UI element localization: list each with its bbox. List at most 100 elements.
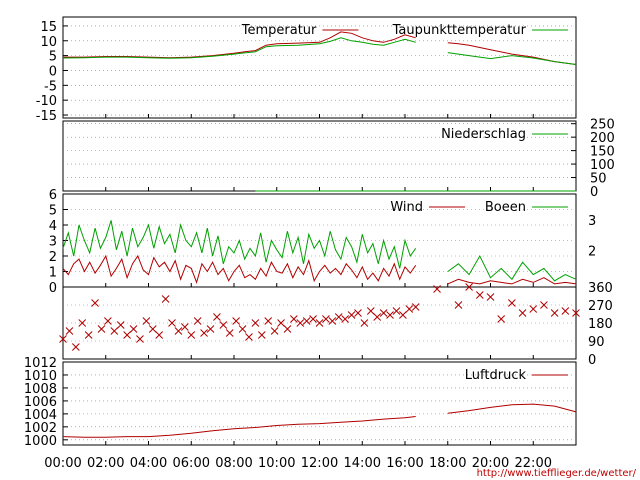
y2-tick-label: 270 — [588, 299, 613, 314]
wind-direction-point — [123, 331, 131, 339]
wind-direction-point — [411, 303, 420, 311]
y2-tick-label: 90 — [588, 335, 605, 350]
wind-direction-point — [296, 319, 305, 327]
x-tick-label: 02:00 — [87, 456, 124, 471]
x-tick-label: 16:00 — [386, 456, 423, 471]
x-tick-label: 08:00 — [215, 456, 252, 471]
wind-direction-point — [161, 295, 170, 303]
wind-direction-point — [245, 333, 253, 341]
y-tick-label: 4 — [49, 219, 57, 234]
y-tick-label: -5 — [44, 79, 57, 94]
wind-direction-point — [129, 325, 138, 333]
wind-direction-point — [518, 309, 527, 317]
wind-direction-point — [78, 319, 87, 327]
wind-direction-point — [399, 311, 407, 319]
wind-direction-point — [142, 317, 151, 325]
y2-tick-label: 200 — [590, 131, 615, 146]
y2-tick-label: 0 — [588, 353, 596, 368]
wind-direction-point — [213, 313, 221, 321]
wind-direction-point — [116, 321, 125, 329]
y-tick-label: 5 — [49, 204, 57, 219]
wind-direction-point — [540, 301, 548, 309]
y-tick-label: -10 — [36, 94, 57, 109]
series-line-Luftdruck — [62, 403, 577, 438]
y2-tick-label: 250 — [590, 118, 615, 133]
wind-direction-point — [91, 299, 99, 307]
wind-direction-point — [206, 325, 215, 333]
wind-direction-point — [238, 325, 247, 333]
wind-direction-point — [315, 319, 324, 327]
legends: Taupunkttemperatur Temperatur Niederschlag… — [241, 23, 568, 383]
wind-direction-point — [386, 311, 394, 319]
legend-label-0: Temperatur — [241, 23, 317, 38]
y-tick-label: 2 — [49, 250, 57, 265]
series-line-Boeen — [62, 220, 577, 282]
y2-tick-label: 360 — [588, 281, 613, 296]
wind-direction-point — [405, 305, 414, 313]
wind-direction-point — [302, 317, 311, 325]
wind-direction-point — [155, 331, 164, 339]
y-tick-label: -15 — [36, 109, 57, 124]
wind-direction-point — [187, 331, 196, 339]
wind-direction-point — [454, 301, 463, 309]
wind-direction-point — [354, 309, 362, 317]
wind-direction-point — [71, 343, 80, 351]
legend-label-0: Luftdruck — [465, 368, 527, 383]
wind-direction-point — [550, 309, 559, 317]
y-tick-label: 1010 — [24, 369, 57, 384]
wind-direction-point — [168, 319, 176, 327]
y2-tick-label: 150 — [590, 145, 615, 160]
series-line-Taupunkttemperatur — [62, 37, 577, 65]
wind-direction-point — [373, 313, 382, 321]
wind-direction-point — [277, 319, 285, 327]
wind-direction-point — [110, 327, 119, 335]
y-tick-label: 3 — [49, 235, 57, 250]
wind-direction-point — [508, 299, 516, 307]
x-tick-label: 06:00 — [173, 456, 210, 471]
series-line-Wind — [62, 254, 577, 285]
wind-direction-point — [200, 329, 208, 337]
y-tick-label: 1000 — [24, 434, 57, 449]
y-tick-label: 1004 — [24, 408, 57, 423]
source-url[interactable]: http://www.tiefflieger.de/wetter/ — [477, 468, 637, 479]
wind-direction-point — [97, 325, 106, 333]
wind-direction-point — [283, 325, 292, 333]
wind-direction-point — [334, 313, 343, 321]
x-tick-label: 14:00 — [344, 456, 381, 471]
legend-label-0: Niederschlag — [441, 127, 526, 142]
wind-direction-point — [341, 315, 350, 323]
wind-direction-point — [465, 283, 473, 291]
wind-direction-point — [486, 293, 495, 301]
wind-direction-point — [360, 319, 369, 327]
data-marks — [59, 31, 580, 438]
axis-labels: 151050-5-10-1525020015010050065432103236… — [24, 20, 615, 471]
wind-direction-point — [180, 323, 189, 331]
x-tick-label: 20:00 — [472, 456, 509, 471]
y2-tick-label: 2 — [588, 245, 596, 260]
wind-direction-point — [59, 335, 67, 343]
y-tick-label: 1006 — [24, 395, 57, 410]
legend-label-1: Taupunkttemperatur — [392, 23, 527, 38]
x-tick-label: 10:00 — [258, 456, 295, 471]
y-tick-label: 1 — [49, 266, 57, 281]
wind-direction-point — [497, 315, 506, 323]
wind-direction-point — [322, 315, 330, 323]
wind-direction-point — [328, 317, 337, 325]
wind-direction-point — [270, 327, 279, 335]
wind-direction-point — [84, 331, 93, 339]
x-tick-label: 04:00 — [130, 456, 167, 471]
y-tick-label: 15 — [40, 20, 57, 35]
wind-direction-point — [529, 305, 538, 313]
x-tick-label: 18:00 — [429, 456, 466, 471]
wind-direction-point — [289, 315, 298, 323]
wind-direction-point — [257, 331, 266, 339]
y2-tick-label: 180 — [588, 317, 613, 332]
x-tick-label: 12:00 — [301, 456, 338, 471]
y-tick-label: 5 — [49, 50, 57, 65]
y-tick-label: 1012 — [24, 356, 57, 371]
wind-direction-point — [561, 307, 570, 315]
y-tick-label: 10 — [40, 35, 57, 50]
y2-tick-label: 0 — [590, 185, 598, 200]
wind-direction-point — [379, 309, 388, 317]
